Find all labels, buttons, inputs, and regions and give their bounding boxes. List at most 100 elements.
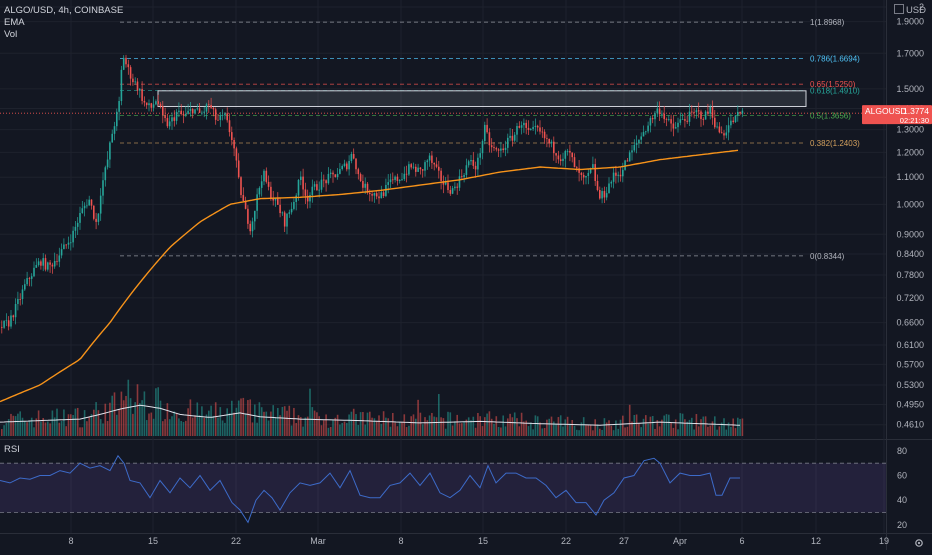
volume-bar xyxy=(461,423,463,436)
candle-body xyxy=(88,199,90,206)
volume-bar xyxy=(76,407,79,436)
candle-body xyxy=(150,103,153,108)
x-tick-label: Apr xyxy=(673,536,687,546)
volume-bar xyxy=(428,415,431,436)
volume-bar xyxy=(152,418,155,436)
candle-body xyxy=(265,170,268,182)
candle-body xyxy=(19,298,21,300)
candle-body xyxy=(663,113,665,120)
volume-bar xyxy=(157,387,159,436)
candle-body xyxy=(693,112,695,113)
volume-bar xyxy=(375,421,378,436)
volume-bar xyxy=(19,411,21,436)
volume-bar xyxy=(408,425,410,436)
volume-bar xyxy=(693,429,695,436)
volume-bar xyxy=(281,406,284,436)
symbol-title[interactable]: ALGO/USD, 4h, COINBASE xyxy=(4,5,124,16)
volume-bar xyxy=(725,429,728,436)
candle-body xyxy=(541,131,544,133)
candle-body xyxy=(488,132,491,146)
volume-bar xyxy=(578,430,580,436)
candle-body xyxy=(428,155,431,161)
volume-bar xyxy=(672,427,675,436)
volume-bar xyxy=(14,416,17,436)
candle-body xyxy=(417,167,419,172)
candle-body xyxy=(242,195,245,201)
volume-bar xyxy=(306,416,309,436)
candle-body xyxy=(645,131,647,133)
candle-body xyxy=(5,320,8,322)
x-tick-label: 19 xyxy=(879,536,889,546)
volume-bar xyxy=(394,422,396,436)
volume-bar xyxy=(265,411,268,436)
candle-body xyxy=(398,179,401,181)
volume-bar xyxy=(688,419,691,436)
candle-body xyxy=(187,110,189,114)
candle-body xyxy=(51,264,54,267)
volume-bar xyxy=(525,420,527,436)
volume-bar xyxy=(412,414,415,436)
volume-bar xyxy=(589,425,592,436)
ema-indicator-label[interactable]: EMA xyxy=(4,17,25,28)
candle-body xyxy=(141,88,143,101)
volume-bar xyxy=(362,412,364,436)
candle-body xyxy=(438,166,440,171)
volume-bar xyxy=(426,420,429,436)
candle-body xyxy=(633,144,636,151)
volume-bar xyxy=(350,411,353,436)
volume-bar xyxy=(35,418,38,436)
candle-body xyxy=(320,179,323,190)
price-tick-label: 0.8400 xyxy=(896,249,924,259)
candle-body xyxy=(433,162,435,165)
candle-body xyxy=(727,125,730,133)
candle-body xyxy=(323,179,325,181)
volume-indicator-label[interactable]: Vol xyxy=(4,29,18,40)
candle-body xyxy=(599,189,601,199)
volume-bar xyxy=(187,408,189,436)
candle-body xyxy=(327,173,330,184)
candle-body xyxy=(412,166,415,168)
volume-bar xyxy=(679,413,682,436)
currency-selector[interactable]: USD xyxy=(893,4,926,16)
volume-bar xyxy=(530,422,532,436)
candle-body xyxy=(334,174,337,178)
volume-bar xyxy=(99,419,102,436)
volume-bar xyxy=(702,416,705,436)
candle-body xyxy=(205,104,208,112)
candle-body xyxy=(79,212,81,223)
candle-body xyxy=(352,153,355,159)
candle-body xyxy=(164,115,166,119)
volume-bar xyxy=(398,422,401,436)
volume-bar xyxy=(555,423,557,436)
volume-bar xyxy=(559,415,562,436)
price-tick-label: 0.5700 xyxy=(896,359,924,369)
candle-body xyxy=(612,172,615,182)
volume-bar xyxy=(297,415,300,436)
candle-body xyxy=(389,179,392,183)
volume-bar xyxy=(369,411,371,436)
volume-bar xyxy=(419,412,422,436)
candle-body xyxy=(479,153,481,158)
candle-body xyxy=(509,135,511,138)
candle-body xyxy=(3,320,5,328)
rsi-indicator-label[interactable]: RSI xyxy=(4,444,20,455)
candle-body xyxy=(24,284,26,290)
volume-bar xyxy=(366,412,369,436)
candle-body xyxy=(631,150,633,153)
volume-bar xyxy=(339,424,341,436)
settings-gear-icon[interactable] xyxy=(915,539,923,547)
volume-bar xyxy=(28,420,31,436)
candle-body xyxy=(578,168,580,173)
volume-bar xyxy=(304,417,307,436)
candle-body xyxy=(442,180,445,185)
candle-body xyxy=(47,262,49,270)
candle-body xyxy=(582,174,585,178)
candle-body xyxy=(638,139,640,143)
volume-bar xyxy=(442,418,445,436)
candle-body xyxy=(656,108,659,114)
volume-bar xyxy=(596,424,599,436)
candle-body xyxy=(171,117,173,122)
volume-bar xyxy=(343,421,346,436)
